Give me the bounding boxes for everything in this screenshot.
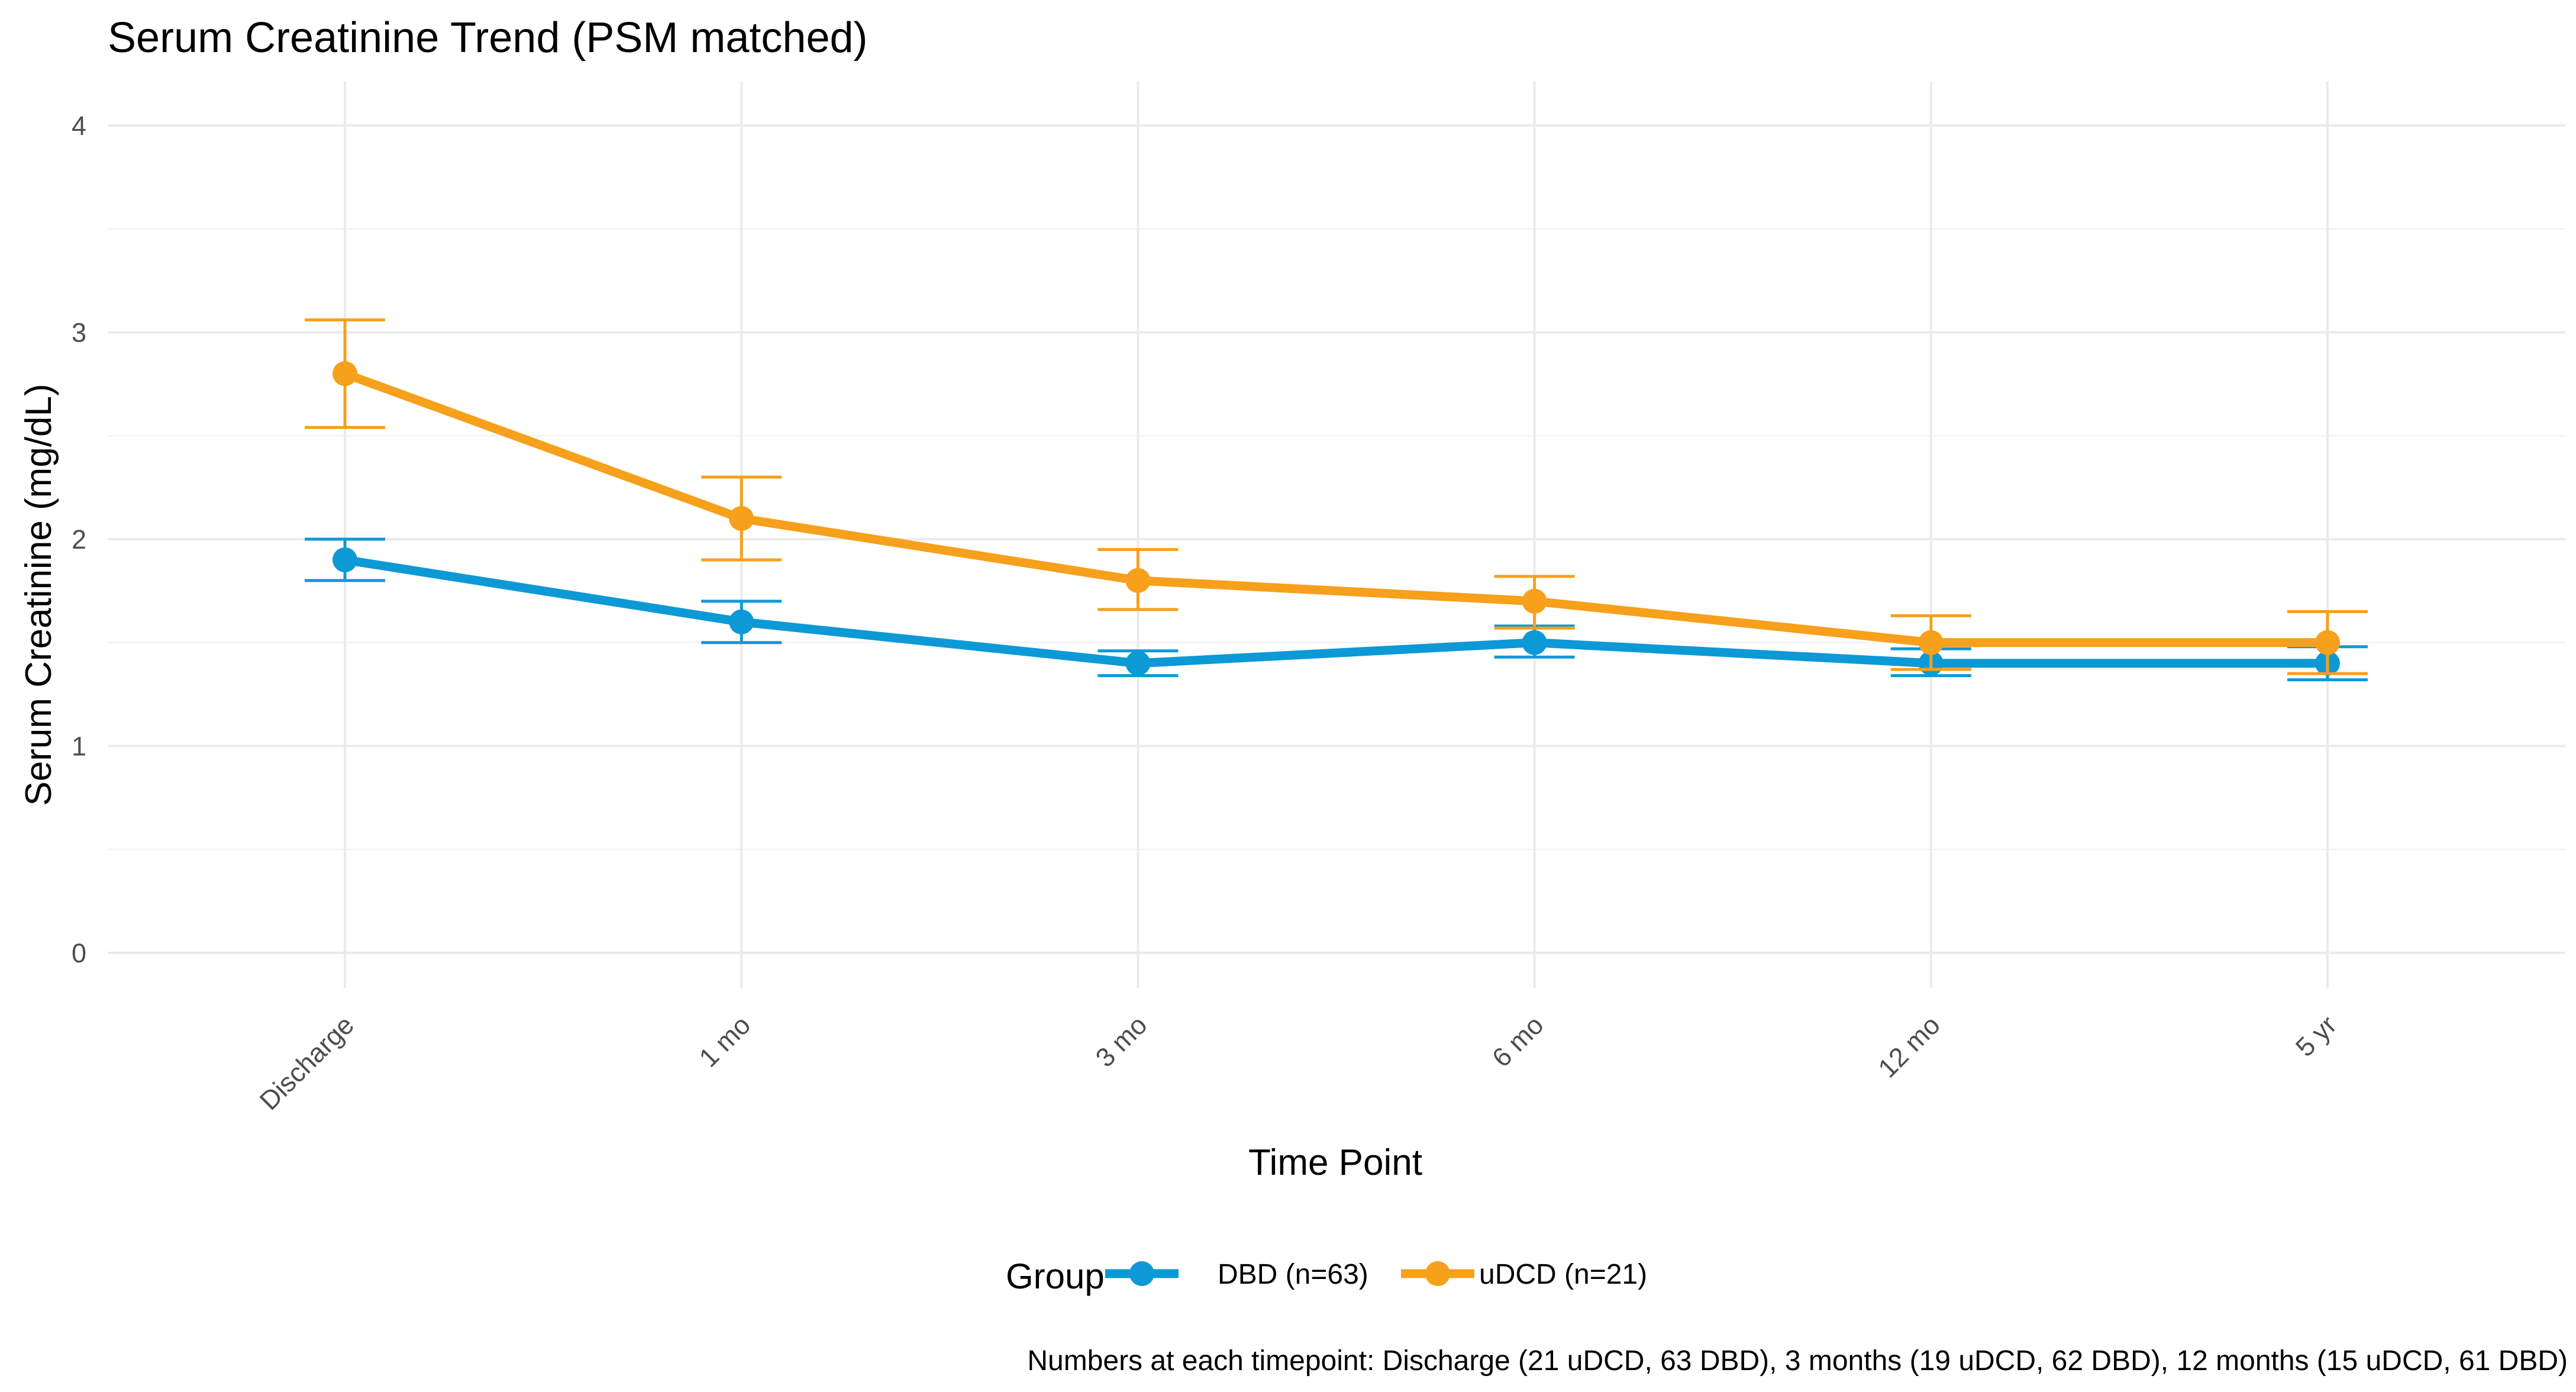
data-point <box>333 361 357 386</box>
legend-key-point <box>1129 1261 1154 1286</box>
legend-item: uDCD (n=21) <box>1401 1259 1647 1290</box>
legend-label: uDCD (n=21) <box>1479 1259 1647 1290</box>
data-point <box>1522 630 1547 655</box>
series-group <box>305 318 2368 675</box>
data-point <box>1918 630 1944 655</box>
data-point <box>729 506 754 531</box>
x-axis-title: Time Point <box>1248 1142 1422 1183</box>
y-axis-title: Serum Creatinine (mg/dL) <box>18 384 59 805</box>
data-point <box>729 609 754 634</box>
y-tick-label: 3 <box>72 318 86 348</box>
data-point <box>1125 650 1151 676</box>
chart-caption: Numbers at each timepoint: Discharge (21… <box>1027 1345 2568 1377</box>
legend-items: DBD (n=63) uDCD (n=21) <box>1105 1259 1647 1290</box>
data-series <box>305 318 2368 682</box>
chart-title: Serum Creatinine Trend (PSM matched) <box>108 14 868 62</box>
data-point <box>333 547 357 572</box>
series-line <box>343 369 2328 647</box>
y-axis-ticks: 0 1 2 3 4 <box>72 111 86 968</box>
series-line <box>344 555 2328 668</box>
series-group <box>305 537 2368 682</box>
y-tick-label: 0 <box>72 938 86 968</box>
legend-item: DBD (n=63) <box>1105 1259 1368 1290</box>
legend-title: Group <box>1006 1256 1105 1296</box>
legend-label: DBD (n=63) <box>1218 1259 1368 1290</box>
data-point <box>2315 630 2340 655</box>
grid <box>108 81 2565 988</box>
data-point <box>1125 568 1151 593</box>
y-tick-label: 4 <box>72 111 86 141</box>
y-tick-label: 2 <box>72 524 86 555</box>
data-point <box>1522 588 1547 614</box>
legend: Group DBD (n=63) uDCD (n=21) <box>1006 1256 1647 1296</box>
y-tick-label: 1 <box>72 732 86 762</box>
legend-key-point <box>1425 1261 1450 1286</box>
